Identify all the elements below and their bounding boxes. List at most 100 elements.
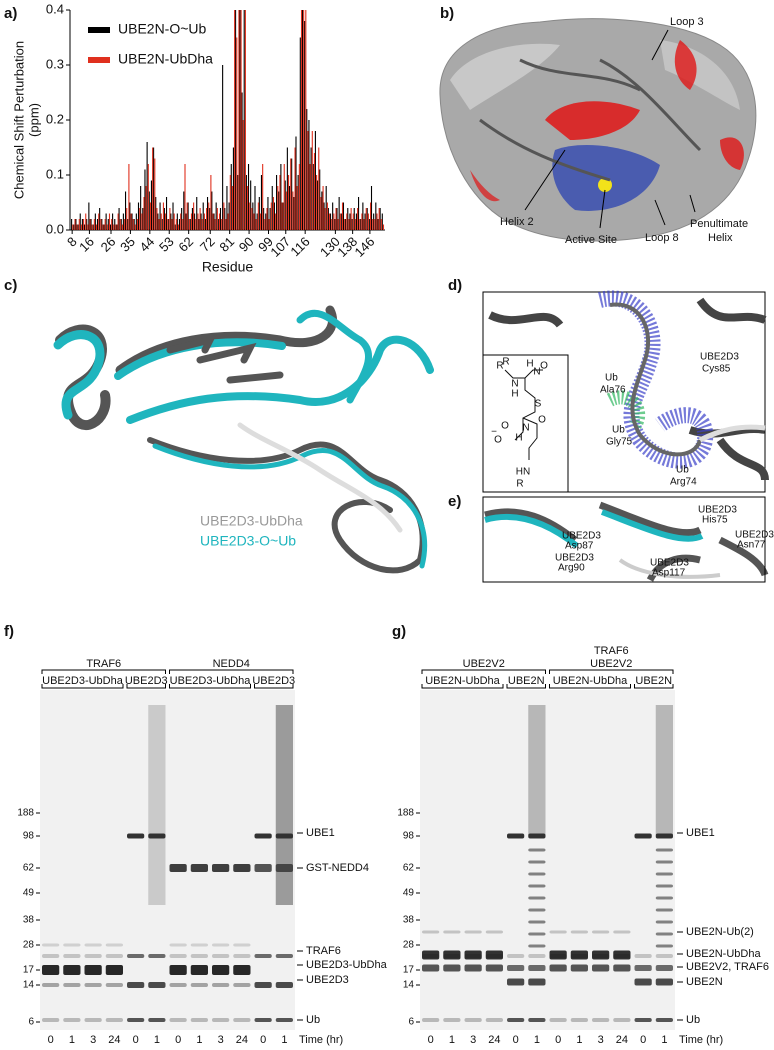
bar — [195, 219, 197, 230]
band — [613, 930, 631, 934]
band — [63, 983, 81, 987]
label: Helix — [708, 232, 733, 244]
bar — [226, 186, 228, 230]
bar — [318, 147, 320, 230]
bar — [235, 10, 237, 230]
bar — [75, 219, 77, 230]
bar — [163, 208, 165, 230]
time-label: 0 — [133, 1034, 139, 1046]
band — [592, 1018, 610, 1022]
band — [528, 896, 546, 900]
bar — [72, 224, 74, 230]
band — [655, 954, 673, 958]
time-label: 24 — [236, 1034, 248, 1046]
band — [148, 833, 166, 839]
label: Helix 2 — [500, 216, 534, 228]
label: Penultimate — [690, 218, 748, 230]
band — [655, 896, 673, 900]
bar — [79, 213, 81, 230]
bar — [342, 202, 345, 230]
band — [42, 983, 60, 987]
bar — [257, 202, 259, 230]
label: Arg90 — [558, 563, 585, 574]
bar — [374, 219, 376, 230]
bar — [156, 208, 158, 230]
bar — [336, 208, 338, 230]
x-tick-label: 16 — [76, 234, 97, 255]
band — [190, 1018, 208, 1022]
protein-label: UBE2V2, TRAF6 — [686, 961, 769, 973]
band — [528, 1018, 546, 1022]
bar — [218, 213, 221, 230]
bar — [202, 202, 204, 230]
band — [254, 1018, 272, 1022]
band — [485, 930, 503, 934]
bar — [264, 219, 266, 230]
bar — [373, 213, 375, 230]
protein-label: UBE2N — [686, 976, 723, 988]
bar — [364, 213, 366, 230]
band — [212, 943, 230, 947]
band — [592, 964, 610, 972]
y-tick-label: 0.2 — [46, 111, 64, 126]
bar — [295, 136, 297, 230]
bar — [217, 219, 219, 230]
band — [42, 965, 60, 975]
atom-label: H — [526, 359, 533, 370]
bar — [121, 224, 123, 230]
bar — [152, 147, 154, 230]
bar — [250, 180, 252, 230]
bar — [212, 213, 214, 230]
group-label: TRAF6 — [594, 645, 629, 657]
bar — [106, 224, 108, 230]
bar — [111, 219, 113, 230]
bar — [354, 219, 356, 230]
bar — [71, 219, 73, 230]
time-axis-label: Time (hr) — [679, 1034, 723, 1046]
smear — [275, 705, 293, 905]
bar — [360, 219, 362, 230]
bar — [311, 131, 313, 230]
band — [275, 864, 293, 872]
subgroup-label: UBE2D3-UbDha — [170, 675, 252, 687]
bar — [349, 213, 351, 230]
band — [634, 1018, 652, 1022]
band — [613, 964, 631, 972]
band — [254, 982, 272, 988]
x-tick-label: 72 — [197, 234, 218, 255]
time-label: 3 — [218, 1034, 224, 1046]
band — [212, 954, 230, 958]
band — [84, 943, 102, 947]
bar — [115, 224, 117, 230]
band — [634, 978, 652, 986]
bar — [247, 164, 250, 230]
band — [105, 954, 123, 958]
y-axis-label: Chemical Shift Perturbation — [11, 41, 26, 199]
bar — [167, 219, 169, 230]
bracket — [549, 669, 674, 674]
time-label: 1 — [154, 1034, 160, 1046]
bar — [303, 10, 305, 230]
band — [127, 1018, 145, 1022]
bar — [290, 158, 292, 230]
bar — [132, 219, 134, 230]
bar — [326, 202, 328, 230]
bar — [310, 147, 312, 230]
atom-label: O — [501, 421, 509, 432]
bar — [127, 219, 129, 230]
bar — [355, 213, 357, 230]
bar — [225, 219, 227, 230]
bar — [323, 202, 325, 230]
bracket — [41, 669, 166, 674]
bar — [213, 213, 215, 230]
bar — [298, 164, 300, 230]
time-label: 3 — [470, 1034, 476, 1046]
bar — [170, 213, 172, 230]
bar — [114, 219, 116, 230]
bar — [86, 219, 88, 230]
label: Arg74 — [670, 477, 697, 488]
bar — [329, 213, 332, 230]
band — [528, 884, 546, 888]
band — [528, 944, 546, 948]
group-label: UBE2V2 — [590, 658, 632, 670]
